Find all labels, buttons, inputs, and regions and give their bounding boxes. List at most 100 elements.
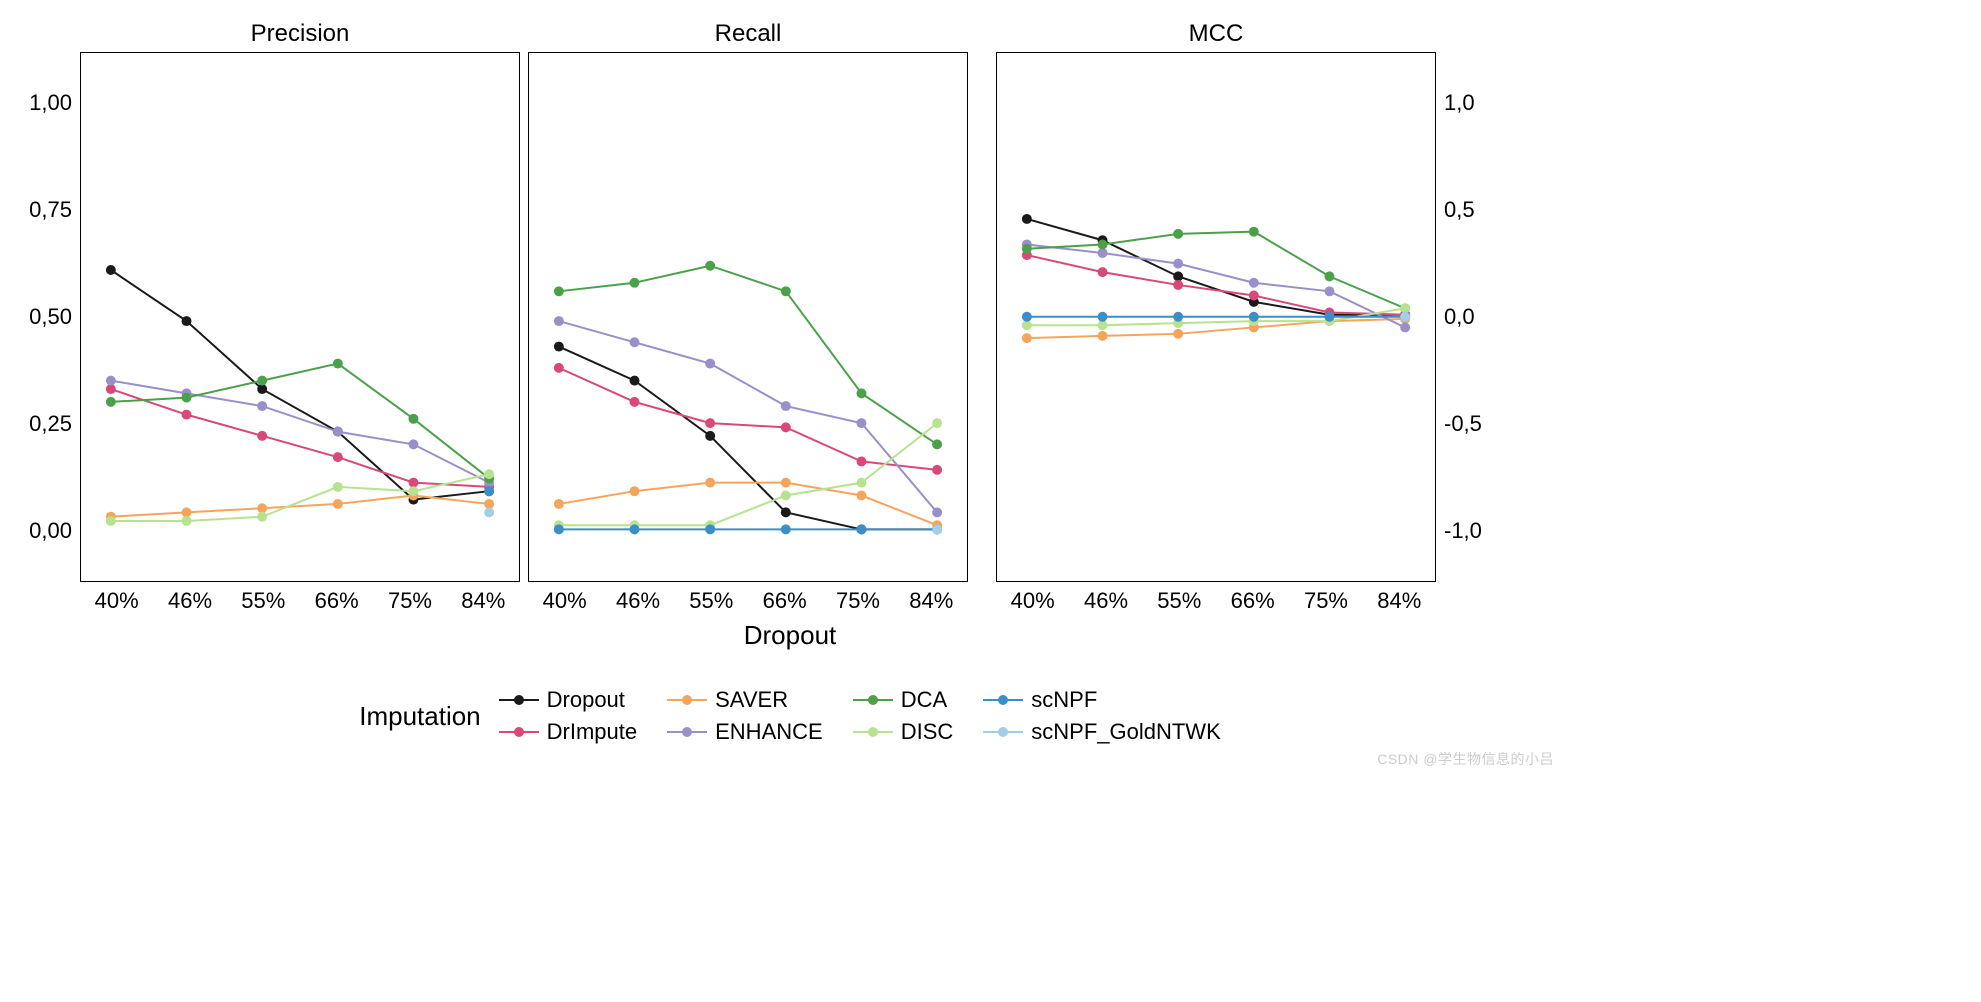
x-tick-label: 40% — [80, 588, 153, 614]
x-tick-row: 40%46%55%66%75%84% — [80, 588, 520, 614]
series-point — [932, 524, 942, 534]
figure: 0,000,250,500,751,00 Precision 40%46%55%66… — [20, 20, 1560, 745]
facet-title: Precision — [251, 20, 350, 48]
right-y-axis: -1,0-0,50,00,51,0 — [1436, 20, 1496, 580]
y-tick-label: -1,0 — [1444, 518, 1482, 544]
legend-label: DISC — [901, 719, 954, 745]
watermark-text: CSDN @学生物信息的小吕 — [1377, 749, 1554, 769]
series-point — [182, 393, 192, 403]
legend-item: SAVER — [667, 687, 823, 713]
series-point — [106, 516, 116, 526]
panel-recall: Recall40%46%55%66%75%84% — [528, 20, 968, 614]
series-point — [630, 397, 640, 407]
legend-item: DCA — [853, 687, 954, 713]
series-point — [1249, 227, 1259, 237]
panel-precision: Precision 40%46%55%66%75%84% — [80, 20, 520, 614]
series-point — [554, 286, 564, 296]
x-tick-label: 66% — [1216, 588, 1289, 614]
plot-panel — [80, 52, 520, 582]
x-tick-label: 40% — [996, 588, 1069, 614]
x-tick-label: 66% — [748, 588, 821, 614]
plot-panel — [528, 52, 968, 582]
series-point — [182, 507, 192, 517]
series-point — [408, 478, 418, 488]
series-point — [106, 376, 116, 386]
legend-swatch — [499, 723, 539, 741]
series-point — [408, 486, 418, 496]
x-axis-label: Dropout — [20, 620, 1560, 651]
x-tick-label: 46% — [153, 588, 226, 614]
series-point — [333, 427, 343, 437]
x-tick-label: 84% — [895, 588, 968, 614]
series-point — [856, 388, 866, 398]
y-tick-label: 0,0 — [1444, 304, 1475, 330]
y-tick-label: 0,5 — [1444, 197, 1475, 223]
series-point — [781, 507, 791, 517]
series-point — [781, 401, 791, 411]
series-point — [630, 376, 640, 386]
panels-row: 0,000,250,500,751,00 Precision 40%46%55%66… — [20, 20, 1560, 614]
x-tick-label: 46% — [1069, 588, 1142, 614]
legend-label: scNPF_GoldNTWK — [1031, 719, 1220, 745]
series-point — [630, 486, 640, 496]
series-point — [705, 261, 715, 271]
series-point — [1173, 329, 1183, 339]
legend-item: ENHANCE — [667, 719, 823, 745]
series-point — [1249, 278, 1259, 288]
series-point — [182, 316, 192, 326]
series-point — [1022, 312, 1032, 322]
series-point — [781, 286, 791, 296]
series-point — [705, 478, 715, 488]
series-line — [559, 266, 937, 445]
series-point — [705, 418, 715, 428]
legend-title: Imputation — [359, 701, 480, 732]
series-point — [408, 439, 418, 449]
panel-mcc: MCC40%46%55%66%75%84% — [996, 20, 1436, 614]
x-tick-label: 75% — [1289, 588, 1362, 614]
series-point — [705, 524, 715, 534]
series-point — [1324, 286, 1334, 296]
legend-item: DrImpute — [499, 719, 637, 745]
series-point — [182, 410, 192, 420]
series-point — [932, 465, 942, 475]
legend-item: scNPF — [983, 687, 1220, 713]
legend-item: scNPF_GoldNTWK — [983, 719, 1220, 745]
legend-column: SAVER ENHANCE — [667, 687, 823, 745]
left-y-axis: 0,000,250,500,751,00 — [20, 20, 80, 580]
legend-columns: Dropout DrImpute SAVER ENHANCE DCA DISC scNPF s… — [499, 687, 1221, 745]
legend: Imputation Dropout DrImpute SAVER ENHANCE DC… — [20, 687, 1560, 745]
series-point — [333, 452, 343, 462]
facet-title: MCC — [1189, 20, 1244, 48]
series-point — [1173, 229, 1183, 239]
series-point — [630, 337, 640, 347]
series-point — [554, 316, 564, 326]
legend-column: DCA DISC — [853, 687, 954, 745]
series-point — [257, 512, 267, 522]
series-point — [932, 439, 942, 449]
series-point — [630, 278, 640, 288]
x-tick-row: 40%46%55%66%75%84% — [528, 588, 968, 614]
series-line — [559, 483, 937, 526]
series-line — [111, 364, 489, 479]
series-point — [1022, 214, 1032, 224]
series-line — [111, 495, 489, 516]
x-tick-label: 75% — [821, 588, 894, 614]
series-point — [408, 414, 418, 424]
series-point — [1400, 322, 1410, 332]
x-tick-label: 84% — [447, 588, 520, 614]
series-point — [1400, 312, 1410, 322]
legend-item: Dropout — [499, 687, 637, 713]
series-point — [106, 397, 116, 407]
series-point — [1400, 303, 1410, 313]
legend-label: Dropout — [547, 687, 625, 713]
legend-column: Dropout DrImpute — [499, 687, 637, 745]
series-point — [333, 499, 343, 509]
legend-swatch — [853, 691, 893, 709]
series-point — [1022, 244, 1032, 254]
series-line — [111, 381, 489, 483]
series-point — [554, 524, 564, 534]
x-tick-label: 84% — [1363, 588, 1436, 614]
plot-svg — [81, 53, 519, 581]
series-point — [1173, 312, 1183, 322]
series-point — [257, 384, 267, 394]
